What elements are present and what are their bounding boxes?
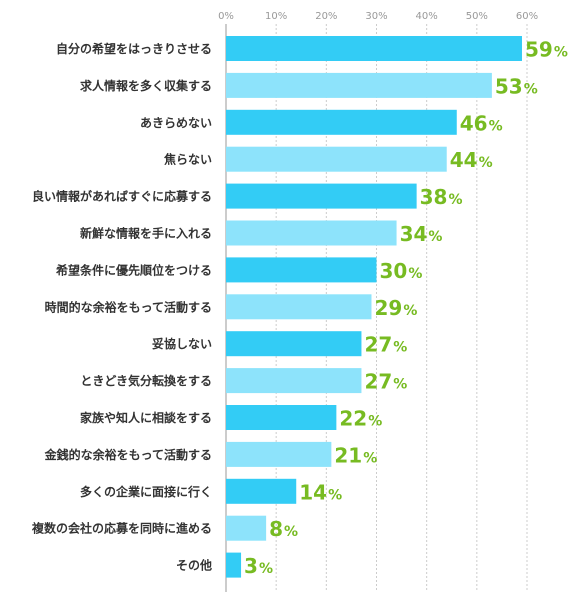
- x-axis-ticks: 0% 10% 20% 30% 40% 50% 60%: [218, 11, 538, 22]
- category-label: 多くの企業に面接に行く: [80, 484, 212, 499]
- bar: [226, 405, 337, 430]
- bar: [226, 257, 377, 283]
- bar: [226, 515, 267, 541]
- x-tick-label: 60%: [516, 11, 538, 22]
- value-label: 8%: [269, 517, 298, 541]
- category-label: その他: [176, 558, 212, 573]
- category-label: 時間的な余裕をもって活動する: [45, 299, 212, 314]
- value-label: 22%: [339, 407, 382, 431]
- value-label: 46%: [460, 111, 503, 135]
- bar: [226, 183, 417, 209]
- bar: [226, 109, 457, 135]
- category-label: 新鮮な情報を手に入れる: [80, 226, 212, 241]
- value-label: 27%: [364, 333, 407, 357]
- bar: [226, 478, 297, 504]
- category-label: 自分の希望をはっきりさせる: [56, 41, 212, 56]
- category-label: 妥協しない: [152, 336, 212, 351]
- x-tick-label: 20%: [315, 11, 337, 22]
- x-tick-label: 50%: [466, 11, 488, 22]
- value-label: 27%: [364, 370, 407, 394]
- category-label: あきらめない: [140, 116, 212, 130]
- bar: [226, 552, 242, 578]
- bar: [226, 146, 447, 172]
- value-label: 29%: [374, 296, 417, 320]
- category-label: 求人情報を多く収集する: [80, 78, 212, 93]
- bars: [226, 36, 522, 578]
- value-label: 3%: [244, 554, 273, 578]
- value-label: 34%: [400, 222, 443, 246]
- bar: [226, 36, 522, 61]
- category-label: ときどき気分転換をする: [80, 373, 212, 388]
- bar: [226, 331, 362, 357]
- bar: [226, 368, 362, 394]
- value-label: 44%: [450, 148, 493, 172]
- value-label: 38%: [420, 185, 463, 209]
- category-label: 複数の会社の応募を同時に進める: [31, 521, 212, 536]
- value-label: 21%: [334, 443, 377, 467]
- category-label: 金銭的な余裕をもって活動する: [44, 447, 212, 462]
- x-tick-label: 30%: [365, 11, 387, 22]
- value-label: 59%: [525, 38, 568, 62]
- value-label: 14%: [299, 480, 342, 504]
- value-label: 53%: [495, 74, 538, 98]
- bar: [226, 220, 397, 246]
- value-labels: 59% 53% 46% 44% 38% 34% 30% 29% 27% 27% 22% 21% 14%8…: [244, 38, 568, 579]
- bar: [226, 72, 492, 98]
- category-labels: 自分の希望をはっきりさせる求人情報を多く収集するあきらめない焦らない良い情報があ…: [31, 41, 212, 573]
- category-label: 希望条件に優先順位をつける: [55, 262, 212, 277]
- category-label: 家族や知人に相談をする: [80, 410, 212, 425]
- x-tick-label: 40%: [416, 11, 438, 22]
- x-tick-label: 0%: [218, 11, 234, 22]
- category-label: 焦らない: [163, 152, 212, 167]
- x-tick-label: 10%: [265, 11, 287, 22]
- bar: [226, 294, 372, 320]
- value-label: 30%: [380, 259, 423, 283]
- bar: [226, 441, 332, 467]
- category-label: 良い情報があればすぐに応募する: [32, 189, 212, 204]
